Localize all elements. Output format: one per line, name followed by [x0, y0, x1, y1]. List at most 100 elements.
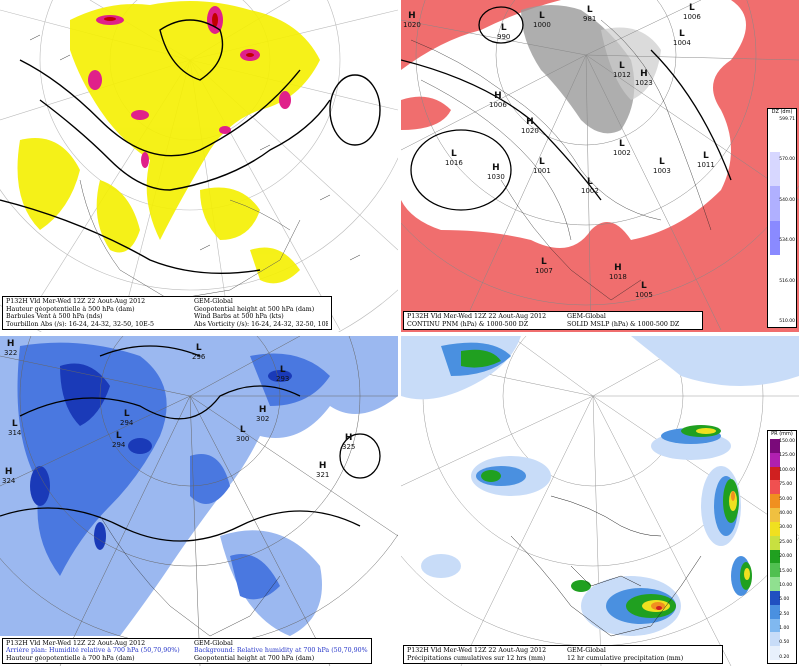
colorbar-ticks: 150.00 125.00 100.00 75.00 50.00 40.00 3…: [779, 439, 795, 660]
height-label: L 314: [8, 419, 22, 438]
caption-fr: Arrière plan: Humidité relative à 700 hP…: [6, 647, 180, 655]
colorbar-tick: 15.00: [779, 568, 793, 574]
height-label: L 296: [192, 343, 206, 362]
caption-row: P132H Vld Mer-Wed 12Z 22 Aout-Aug 2012 GE…: [407, 313, 699, 320]
caption-en: 12 hr cumulative precipitation (mm): [567, 654, 684, 662]
colorbar-tick: 100.00: [779, 467, 795, 473]
pressure-label: L 990: [497, 23, 511, 42]
colorbar-tick: 540.00: [779, 197, 795, 203]
caption-row: P132H Vld Mer-Wed 12Z 22 Aout-Aug 2012 GE…: [6, 640, 368, 647]
height-label: H 322: [4, 339, 18, 358]
colorbar-title: PR (mm): [771, 431, 793, 437]
colorbar-tick: 25.00: [779, 539, 793, 545]
pressure-label: H 1020: [403, 11, 421, 30]
colorbar-tick: 534.00: [779, 238, 795, 244]
caption-fr: Barbules Vent à 500 hPa (nds): [6, 313, 103, 321]
panel-caption: P132H Vld Mer-Wed 12Z 22 Aout-Aug 2012 GE…: [403, 311, 703, 330]
colorbar-tick: 150.00: [779, 439, 795, 444]
caption-row: Barbules Vent à 500 hPa (nds) Wind Barbs …: [6, 313, 328, 320]
height-label: L 294: [112, 431, 126, 450]
caption-fr: Précipitations cumulatives sur 12 hrs (m…: [407, 654, 546, 662]
colorbar-tick: 1.00: [779, 626, 790, 632]
caption-en: GEM-Global: [567, 647, 606, 655]
caption-en: GEM-Global: [567, 313, 606, 321]
colorbar-tick: 5.00: [779, 597, 790, 603]
caption-row: Hauteur géopotentielle à 700 hPa (dam) Ge…: [6, 655, 368, 662]
colorbar-tick: 510.00: [779, 318, 795, 324]
colorbar-tick: 125.00: [779, 453, 795, 459]
caption-en: Wind Barbs at 500 hPa (kts): [194, 313, 284, 321]
panel-caption: P132H Vld Mer-Wed 12Z 22 Aout-Aug 2012 GE…: [2, 296, 332, 330]
panel-700hpa-humidity: H 322 L 296 L 293 L 314 L 294 L 294 L 300 H 302 …: [0, 336, 398, 666]
vorticity-map: [0, 0, 398, 332]
caption-fr: P132H Vld Mer-Wed 12Z 22 Aout-Aug 2012: [407, 313, 547, 321]
pressure-label: L 1004: [673, 29, 691, 48]
panel-caption: P132H Vld Mer-Wed 12Z 22 Aout-Aug 2012 GE…: [2, 637, 372, 664]
height-label: H 324: [2, 467, 16, 486]
thickness-colorbar: DZ (dm) 599.71 570.00 540.00 534.00 516.…: [767, 108, 797, 328]
caption-fr: P132H Vld Mer-Wed 12Z 22 Aout-Aug 2012: [6, 639, 146, 647]
caption-fr: Tourbillon Abs (/s): 16-24, 24-32, 32-50…: [6, 320, 155, 328]
colorbar-swatches: [770, 439, 780, 660]
panel-500hpa-vorticity: P132H Vld Mer-Wed 12Z 22 Aout-Aug 2012 GE…: [0, 0, 398, 332]
pressure-label: H 1030: [487, 163, 505, 182]
pressure-label: L 1002: [613, 139, 631, 158]
colorbar-tick: 516.00: [779, 278, 795, 284]
height-label: H 325: [342, 433, 356, 452]
pressure-label: H 1020: [521, 117, 539, 136]
pressure-label: H 1018: [609, 263, 627, 282]
panel-divider-horizontal: [0, 332, 799, 336]
caption-row: P132H Vld Mer-Wed 12Z 22 Aout-Aug 2012 GE…: [6, 298, 328, 305]
caption-fr: P132H Vld Mer-Wed 12Z 22 Aout-Aug 2012: [6, 298, 146, 306]
pressure-label: L 1006: [683, 3, 701, 22]
panel-12hr-precipitation: PR (mm) 150.00 125.00 100.00 75.00 50.00…: [401, 336, 799, 666]
colorbar-tick: 570.00: [779, 157, 795, 163]
caption-fr: Hauteur géopotentielle à 700 hPa (dam): [6, 654, 135, 662]
caption-en: SOLID MSLP (hPa) & 1000-500 DZ: [567, 320, 680, 328]
panel-caption: P132H Vld Mer-Wed 12Z 22 Aout-Aug 2012 GE…: [403, 645, 723, 664]
pressure-label: H 1023: [635, 69, 653, 88]
precipitation-colorbar: PR (mm) 150.00 125.00 100.00 75.00 50.00…: [767, 430, 797, 664]
caption-row: Tourbillon Abs (/s): 16-24, 24-32, 32-50…: [6, 321, 328, 328]
colorbar-tick: 75.00: [779, 482, 793, 488]
caption-row: CONTINU PNM (hPa) & 1000-500 DZ SOLID MSL…: [407, 321, 699, 328]
precipitation-map: [401, 336, 799, 666]
caption-row: Hauteur géopotentielle à 500 hPa (dam) Ge…: [6, 306, 328, 313]
caption-en: Background: Relative humidity at 700 hPa…: [194, 647, 368, 655]
pressure-label: L 1016: [445, 149, 463, 168]
height-label: L 293: [276, 365, 290, 384]
height-label: L 294: [120, 409, 134, 428]
caption-row: Précipitations cumulatives sur 12 hrs (m…: [407, 655, 719, 662]
caption-row: Arrière plan: Humidité relative à 700 hP…: [6, 647, 368, 654]
caption-fr: P132H Vld Mer-Wed 12Z 22 Aout-Aug 2012: [407, 647, 547, 655]
colorbar-tick: 20.00: [779, 554, 793, 560]
caption-en: Geopotential height at 500 hPa (dam): [194, 305, 315, 313]
pressure-label: L 1012: [613, 61, 631, 80]
pressure-label: L 1001: [533, 157, 551, 176]
panel-mslp-thickness: H 1020 L 990 L 1000 L 981 L 1006 L 1004 H 1006 …: [401, 0, 799, 332]
pressure-label: H 1006: [489, 91, 507, 110]
pressure-label: L 1011: [697, 151, 715, 170]
pressure-label: L 1005: [635, 281, 653, 300]
height-label: L 300: [236, 425, 250, 444]
height-label: H 321: [316, 461, 330, 480]
caption-en: GEM-Global: [194, 639, 233, 647]
caption-en: Geopotential height at 700 hPa (dam): [194, 654, 315, 662]
colorbar-tick: 0.20: [779, 654, 790, 660]
colorbar-ticks: 599.71 570.00 540.00 534.00 516.00 510.0…: [779, 117, 795, 324]
colorbar-swatches: [770, 117, 780, 324]
caption-en: Abs Vorticity (/s): 16-24, 24-32, 32-50,…: [194, 320, 328, 328]
colorbar-tick: 2.50: [779, 611, 790, 617]
colorbar-tick: 30.00: [779, 525, 793, 531]
caption-fr: Hauteur géopotentielle à 500 hPa (dam): [6, 305, 135, 313]
colorbar-tick: 0.50: [779, 640, 790, 646]
colorbar-tick: 50.00: [779, 496, 793, 502]
pressure-label: L 1007: [535, 257, 553, 276]
pressure-label: L 1003: [653, 157, 671, 176]
colorbar-tick: 40.00: [779, 510, 793, 516]
caption-en: GEM-Global: [194, 298, 233, 306]
colorbar-title: DZ (dm): [771, 109, 793, 115]
pressure-label: L 981: [583, 5, 597, 24]
colorbar-tick: 599.71: [779, 117, 795, 122]
height-label: H 302: [256, 405, 270, 424]
